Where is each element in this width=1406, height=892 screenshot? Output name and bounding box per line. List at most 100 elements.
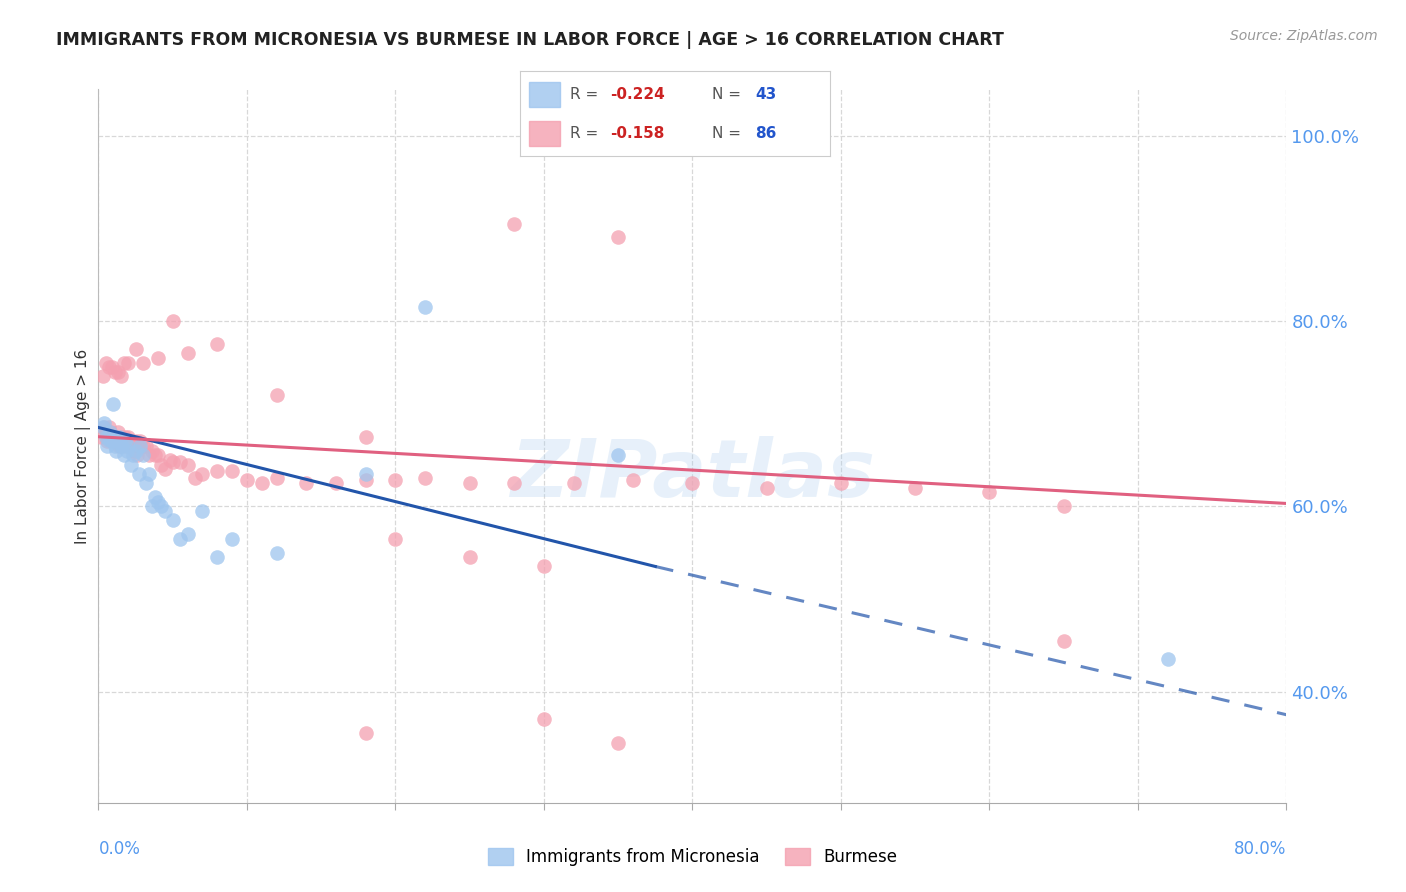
Point [384, 532, 406, 546]
Point [124, 434, 146, 449]
Point [121, 439, 143, 453]
Point [149, 458, 172, 472]
Point [155, 504, 177, 518]
Point [98, 425, 121, 439]
Point [97, 433, 120, 447]
Point [191, 504, 214, 518]
Point [830, 476, 852, 491]
Point [110, 439, 132, 453]
Point [135, 476, 157, 491]
Point [143, 490, 166, 504]
Point [120, 458, 142, 472]
Point [91, 420, 114, 434]
Text: N =: N = [711, 126, 745, 141]
Point [533, 712, 555, 726]
Y-axis label: In Labor Force | Age > 16: In Labor Force | Age > 16 [76, 349, 91, 543]
Point [162, 314, 184, 328]
Point [97, 420, 120, 434]
Point [562, 476, 585, 491]
Point [138, 448, 160, 462]
Point [146, 448, 169, 462]
Point [266, 471, 288, 485]
Point [682, 476, 704, 491]
Point [103, 430, 125, 444]
Point [207, 337, 229, 351]
Point [1053, 500, 1076, 514]
Point [155, 462, 177, 476]
Point [108, 430, 131, 444]
Text: -0.224: -0.224 [610, 87, 665, 102]
Point [124, 342, 146, 356]
Text: -0.158: -0.158 [610, 126, 664, 141]
Point [120, 434, 142, 449]
Point [104, 439, 127, 453]
Point [169, 455, 191, 469]
Point [458, 476, 481, 491]
Point [129, 439, 152, 453]
Point [207, 464, 229, 478]
Point [250, 476, 273, 491]
Point [325, 476, 347, 491]
Point [176, 458, 198, 472]
Point [101, 360, 124, 375]
Point [607, 448, 630, 462]
Point [607, 230, 630, 244]
Point [146, 494, 169, 508]
Point [141, 500, 163, 514]
Point [607, 735, 630, 749]
Point [115, 443, 138, 458]
Point [122, 443, 145, 458]
Legend: Immigrants from Micronesia, Burmese: Immigrants from Micronesia, Burmese [481, 841, 904, 873]
Point [90, 430, 112, 444]
Point [94, 425, 117, 439]
Point [503, 476, 526, 491]
Point [125, 448, 148, 462]
Point [384, 473, 406, 487]
Point [132, 355, 155, 369]
Point [176, 527, 198, 541]
Point [115, 439, 138, 453]
Point [143, 448, 166, 462]
Point [904, 481, 927, 495]
Point [103, 397, 125, 411]
Point [149, 500, 172, 514]
Point [503, 217, 526, 231]
Point [755, 481, 778, 495]
Point [111, 439, 134, 453]
Point [138, 467, 160, 481]
Point [221, 532, 243, 546]
Point [94, 355, 117, 369]
Point [458, 550, 481, 565]
Point [128, 436, 150, 450]
Bar [530, 120, 561, 146]
Point [124, 443, 146, 458]
Point [354, 467, 377, 481]
Text: R =: R = [569, 87, 603, 102]
Point [110, 430, 132, 444]
Point [104, 434, 127, 449]
Point [354, 430, 377, 444]
Point [1053, 633, 1076, 648]
Point [118, 439, 141, 453]
Text: 80.0%: 80.0% [1234, 840, 1286, 858]
Text: R =: R = [569, 126, 603, 141]
Point [114, 430, 136, 444]
Text: Source: ZipAtlas.com: Source: ZipAtlas.com [1230, 29, 1378, 43]
Point [266, 388, 288, 402]
Bar [530, 81, 561, 107]
Point [162, 513, 184, 527]
Point [176, 346, 198, 360]
Point [112, 434, 135, 449]
Point [266, 545, 288, 559]
Point [207, 550, 229, 565]
Point [93, 420, 115, 434]
Point [236, 473, 259, 487]
Point [221, 464, 243, 478]
Point [132, 439, 155, 453]
Point [117, 430, 139, 444]
Point [96, 439, 118, 453]
Point [112, 355, 135, 369]
Point [103, 430, 125, 444]
Point [117, 439, 139, 453]
Point [184, 471, 207, 485]
